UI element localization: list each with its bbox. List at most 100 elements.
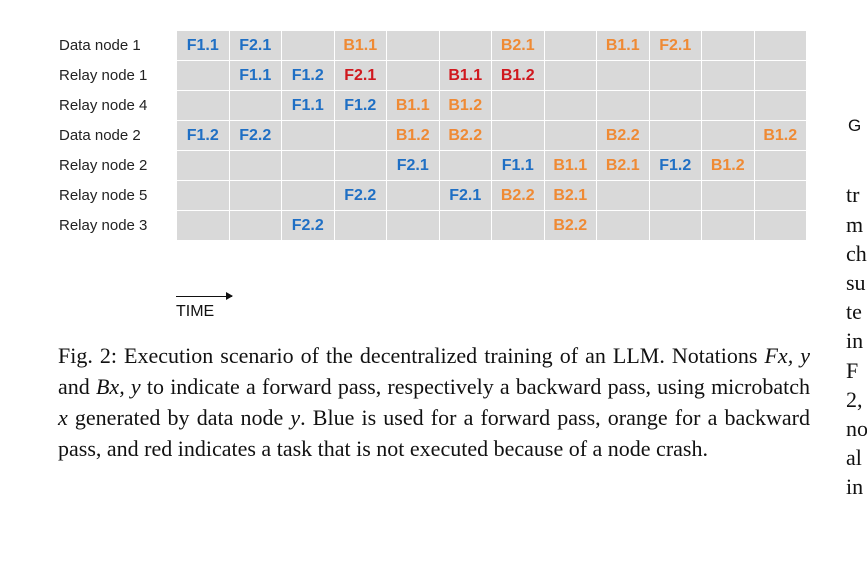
- empty-cell: [753, 210, 807, 241]
- empty-cell: [648, 90, 702, 121]
- task-cell: F1.2: [281, 60, 335, 91]
- task-cell: F2.2: [333, 180, 387, 211]
- empty-cell: [753, 90, 807, 121]
- caption-text: and: [58, 374, 96, 399]
- empty-cell: [701, 60, 755, 91]
- task-cell: F1.2: [333, 90, 387, 121]
- empty-cell: [281, 30, 335, 61]
- time-arrow-icon: [176, 292, 233, 305]
- empty-cell: [543, 120, 597, 151]
- schedule-row: Data node 2 F1.2 F2.2 B1.2 B2.2 B2.2 B1.2: [58, 120, 807, 151]
- task-cell: F2.2: [228, 120, 282, 151]
- heading-fragment: G: [848, 116, 862, 135]
- empty-cell: [491, 120, 545, 151]
- empty-cell: [438, 210, 492, 241]
- task-cell: B2.2: [491, 180, 545, 211]
- row-label: Relay node 3: [58, 210, 177, 241]
- empty-cell: [543, 30, 597, 61]
- empty-cell: [228, 150, 282, 181]
- empty-cell: [596, 180, 650, 211]
- empty-cell: [333, 120, 387, 151]
- empty-cell: [701, 180, 755, 211]
- task-cell: F1.1: [491, 150, 545, 181]
- empty-cell: [281, 150, 335, 181]
- empty-cell: [228, 90, 282, 121]
- caption-math: y: [290, 405, 301, 430]
- caption-math: Fx, y: [764, 343, 810, 368]
- time-axis: TIME: [176, 292, 233, 321]
- task-cell: B2.2: [596, 120, 650, 151]
- empty-cell: [228, 210, 282, 241]
- row-label: Relay node 1: [58, 60, 177, 91]
- empty-cell: [596, 90, 650, 121]
- task-cell: B1.2: [701, 150, 755, 181]
- schedule-row: Relay node 4 F1.1 F1.2 B1.1 B1.2: [58, 90, 807, 121]
- task-cell: F1.1: [228, 60, 282, 91]
- task-cell: F1.1: [281, 90, 335, 121]
- task-cell: F1.1: [176, 30, 230, 61]
- task-cell: F2.1: [648, 30, 702, 61]
- column-line-fragment: ch: [846, 241, 867, 266]
- column-line-fragment: in: [846, 474, 864, 499]
- task-cell: B1.1: [438, 60, 492, 91]
- task-cell: F2.1: [386, 150, 440, 181]
- task-cell: B2.2: [438, 120, 492, 151]
- empty-cell: [753, 180, 807, 211]
- column-line-fragment: 2,: [846, 387, 863, 412]
- row-label: Relay node 2: [58, 150, 177, 181]
- empty-cell: [176, 210, 230, 241]
- empty-cell: [648, 180, 702, 211]
- column-line-fragment: in: [846, 328, 864, 353]
- schedule-grid-body: Data node 1 F1.1 F2.1 B1.1 B2.1 B1.1 F2.1 Relay…: [58, 30, 807, 241]
- empty-cell: [753, 30, 807, 61]
- empty-cell: [648, 60, 702, 91]
- column-line-fragment: F: [846, 358, 859, 383]
- empty-cell: [281, 120, 335, 151]
- schedule-grid: Data node 1 F1.1 F2.1 B1.1 B2.1 B1.1 F2.1 Relay…: [58, 30, 807, 241]
- empty-cell: [176, 90, 230, 121]
- task-cell: B1.2: [753, 120, 807, 151]
- task-cell: F2.1: [438, 180, 492, 211]
- task-cell: B1.2: [438, 90, 492, 121]
- adjacent-column-fragment: G tr m ch su te in F 2, no al in: [846, 0, 867, 578]
- caption-math: Bx, y: [95, 374, 141, 399]
- empty-cell: [543, 60, 597, 91]
- row-label: Relay node 4: [58, 90, 177, 121]
- task-cell: B2.1: [491, 30, 545, 61]
- empty-cell: [386, 60, 440, 91]
- schedule-row: Relay node 1 F1.1 F1.2 F2.1 B1.1 B1.2: [58, 60, 807, 91]
- empty-cell: [701, 30, 755, 61]
- empty-cell: [701, 90, 755, 121]
- task-cell: F2.1: [228, 30, 282, 61]
- task-cell: B1.1: [596, 30, 650, 61]
- task-cell: B1.1: [386, 90, 440, 121]
- row-label: Data node 1: [58, 30, 177, 61]
- column-line-fragment: tr: [846, 182, 860, 207]
- empty-cell: [438, 30, 492, 61]
- empty-cell: [386, 210, 440, 241]
- task-cell: F1.2: [176, 120, 230, 151]
- empty-cell: [596, 60, 650, 91]
- empty-cell: [596, 210, 650, 241]
- column-line-fragment: su: [846, 270, 866, 295]
- empty-cell: [386, 180, 440, 211]
- empty-cell: [753, 150, 807, 181]
- task-cell: B1.2: [491, 60, 545, 91]
- task-cell: B2.1: [543, 180, 597, 211]
- empty-cell: [491, 210, 545, 241]
- task-cell: F2.2: [281, 210, 335, 241]
- caption-text: Fig. 2: Execution scenario of the decent…: [58, 343, 765, 368]
- schedule-row: Data node 1 F1.1 F2.1 B1.1 B2.1 B1.1 F2.1: [58, 30, 807, 61]
- empty-cell: [228, 180, 282, 211]
- empty-cell: [176, 180, 230, 211]
- column-line-fragment: m: [846, 212, 864, 237]
- time-label: TIME: [176, 303, 215, 320]
- empty-cell: [333, 210, 387, 241]
- empty-cell: [386, 30, 440, 61]
- task-cell: B1.1: [333, 30, 387, 61]
- empty-cell: [543, 90, 597, 121]
- caption-text: . Blue is used for a forward pass, orang…: [58, 405, 810, 461]
- task-cell: B1.2: [386, 120, 440, 151]
- empty-cell: [281, 180, 335, 211]
